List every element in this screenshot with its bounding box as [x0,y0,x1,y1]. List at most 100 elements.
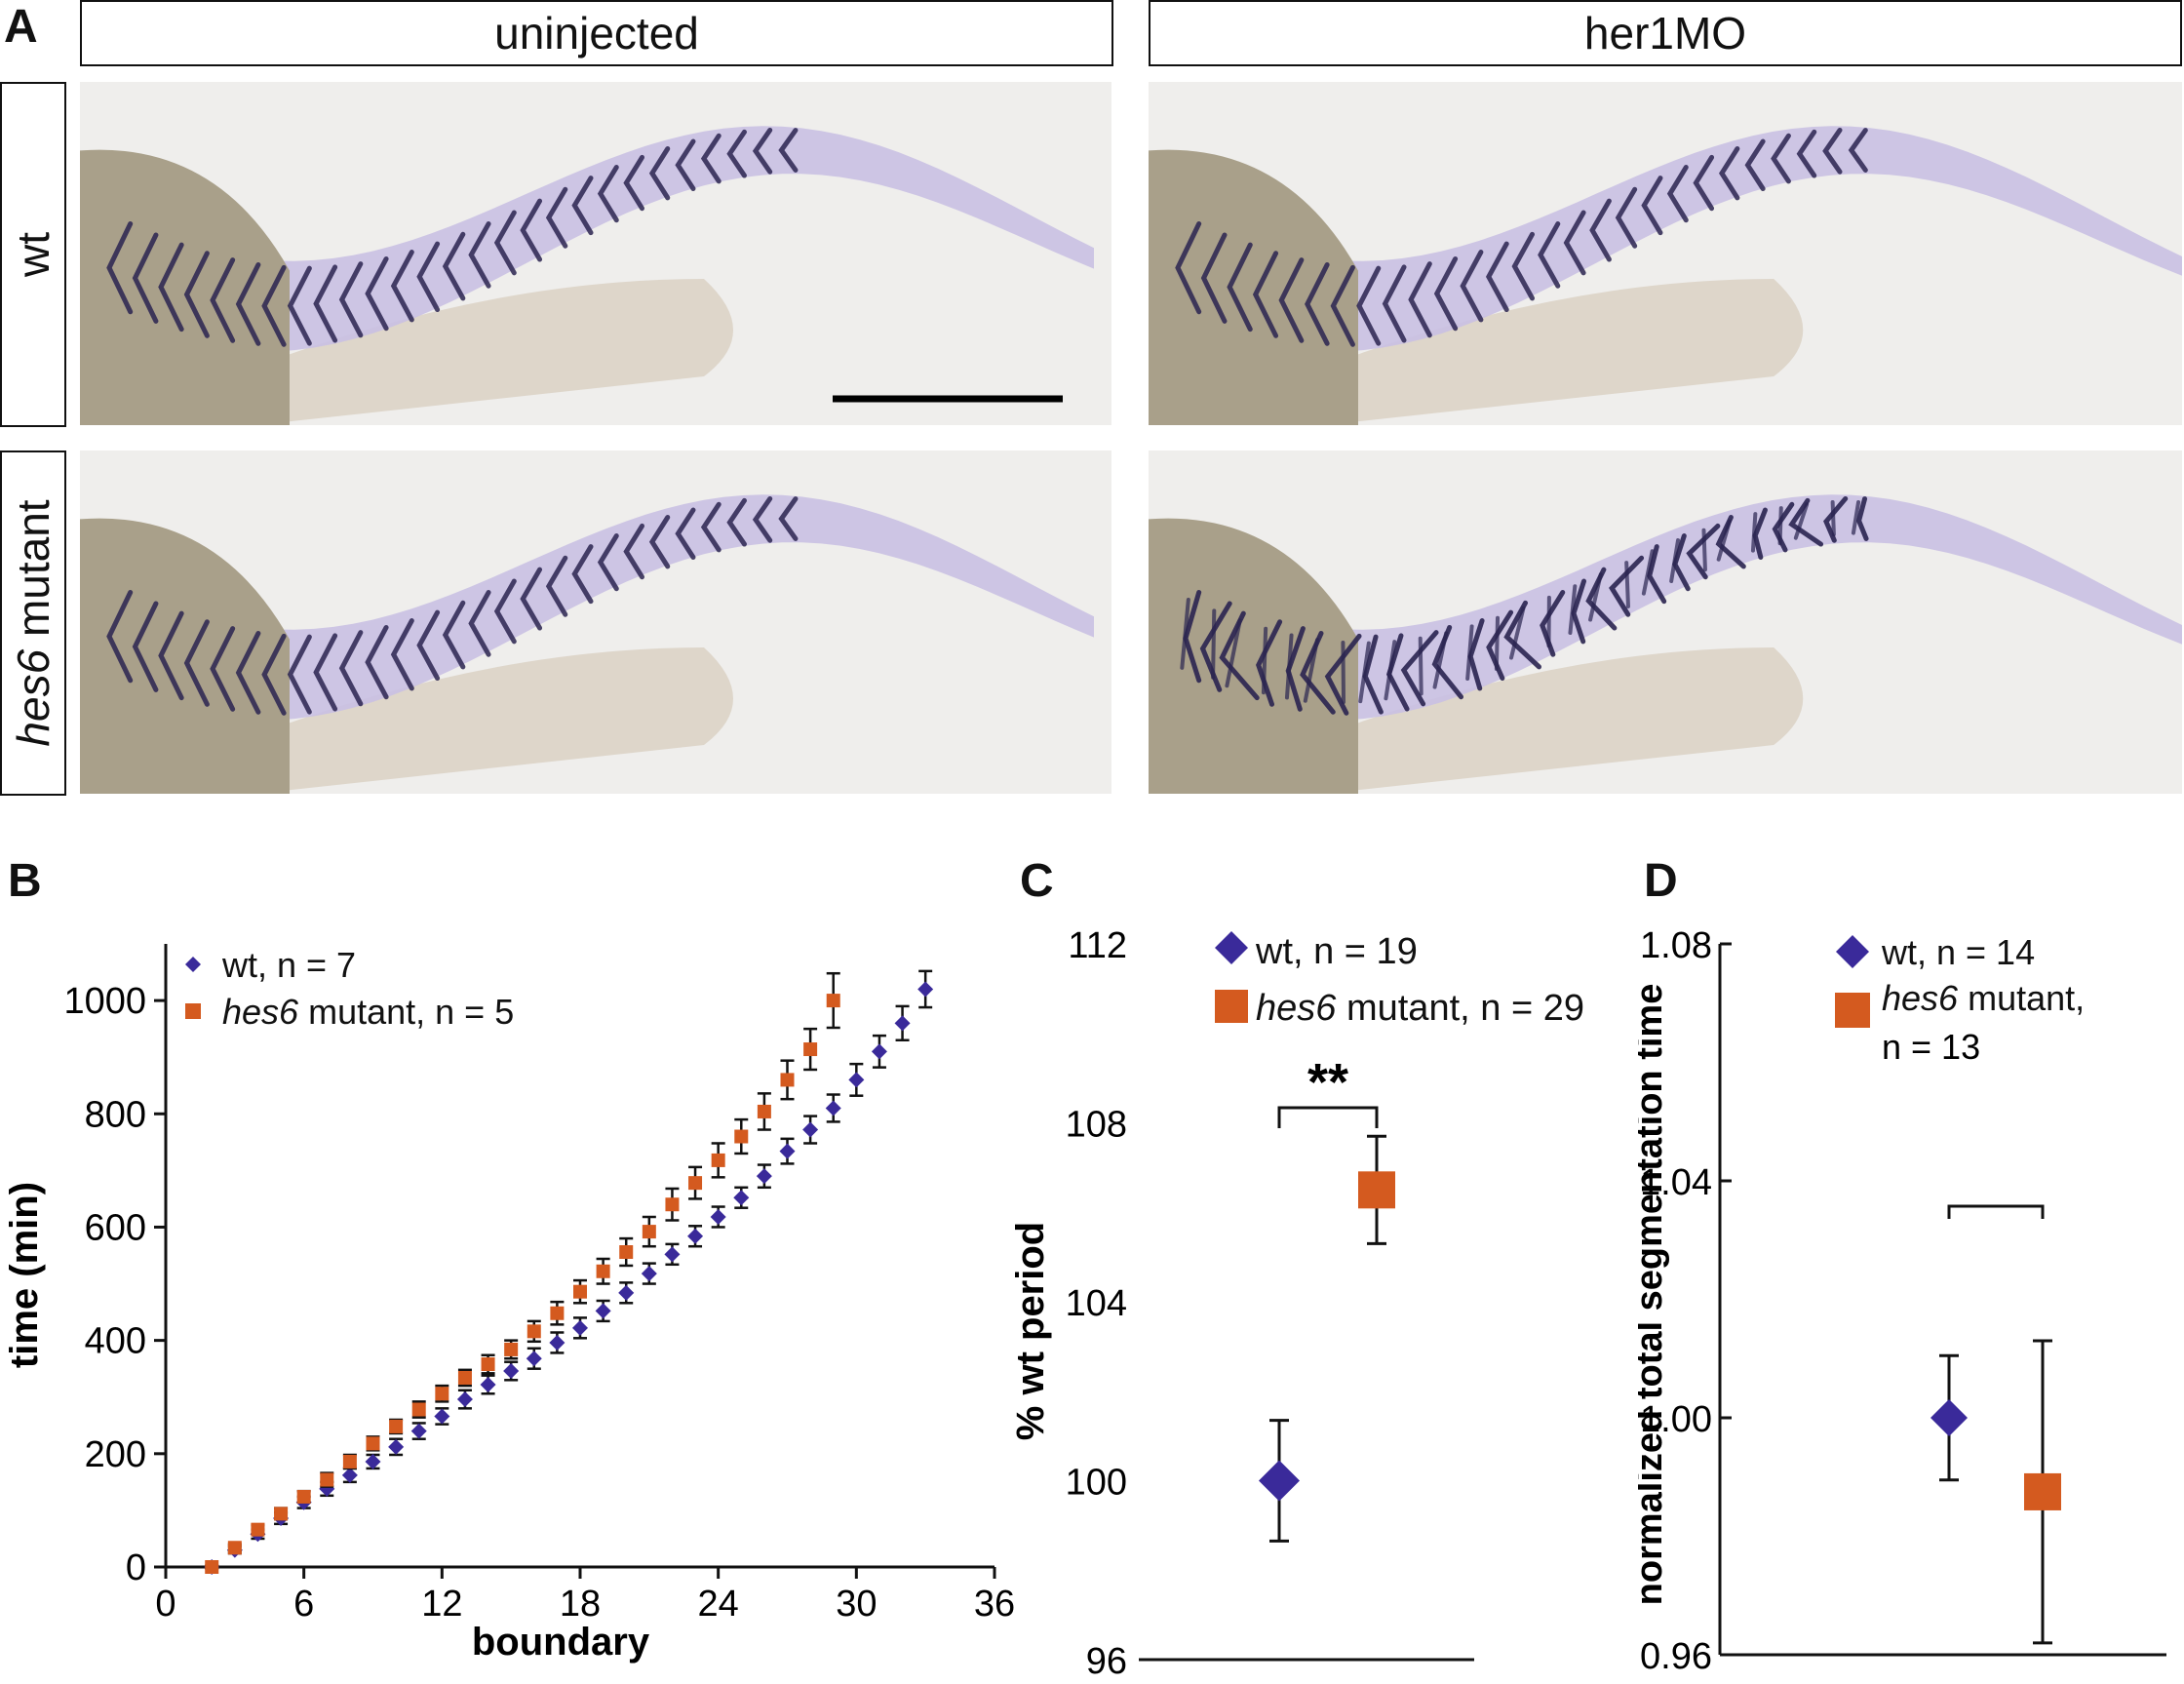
boundary-stripe [158,242,184,333]
data-point [641,1266,657,1282]
data-point [341,1467,358,1483]
boundary-stripe [416,609,441,682]
boundary-stripe [1485,241,1509,313]
boundary-stripe [1701,528,1707,572]
boundary-stripe [1744,138,1766,192]
boundary-stripe [1641,549,1655,596]
significance-stars: ** [1307,1053,1348,1112]
boundary-stripe [1716,519,1732,562]
boundary-stripe [545,555,568,617]
data-point [526,1351,542,1367]
boundary-stripe [338,261,364,338]
data-point [596,1264,610,1278]
boundary-stripe [416,241,441,313]
boundary-stripe [1432,631,1449,689]
boundary-stripe [132,601,159,692]
data-point [618,1284,635,1301]
chart-b-axes: 0 6 12 18 24 30 36 0 200 400 600 800 1000 boundary tim… [3,944,1015,1664]
series-wt [1259,1419,1300,1543]
boundary-stripe [752,495,773,543]
boundary-stripe [338,630,364,707]
boundary-stripe [1609,555,1645,617]
boundary-stripe [675,138,696,192]
data-point [665,1197,680,1212]
boundary-stripe [1384,640,1397,701]
data-point [503,1363,520,1380]
legend-marker-wt [1836,935,1869,968]
data-point [572,1319,588,1336]
boundary-stripe [778,496,799,541]
embryo-photo-mutant-uninjected [80,450,1112,794]
boundary-stripe [700,501,722,553]
embryo-body [1149,126,2182,352]
boundary-stripe [597,165,619,223]
boundary-stripe [1225,618,1242,688]
series-wt [204,969,934,1575]
legend-label-mutant-line2: n = 13 [1882,1027,1980,1067]
embryo-photo-wt-her1mo [1149,82,2182,425]
data-point [388,1438,405,1455]
boundary-stripe [1855,496,1869,541]
data-point [1930,1399,1968,1436]
boundary-stripe [726,129,747,178]
boundary-stripe [442,231,466,301]
data-point [619,1245,634,1260]
data-point [456,1391,473,1408]
legend-label-wt: wt, n = 19 [1255,931,1418,972]
data-point [504,1342,519,1356]
data-point [319,1480,335,1497]
boundary-stripe [675,507,696,561]
boundary-stripe [1494,615,1501,671]
boundary-stripe [158,610,184,701]
boundary-stripe [1200,232,1228,324]
boundary-stripe [520,567,543,631]
boundary-stripe [1303,638,1320,703]
boundary-stripe [1356,265,1382,346]
boundary-stripe [597,533,619,592]
boundary-stripe [1433,255,1459,332]
y-tick-label: 800 [85,1094,146,1135]
data-point [480,1376,496,1392]
chart-b: 0 6 12 18 24 30 36 0 200 400 600 800 1000 boundary tim… [3,944,1015,1664]
legend-marker-mutant [1835,993,1870,1028]
boundary-stripe [365,624,389,700]
legend-marker-mutant [185,1003,201,1019]
boundary-stripe [1261,626,1268,695]
boundary-stripe [778,128,799,173]
boundary-stripe [468,590,491,657]
boundary-stripe [1400,630,1439,707]
tail-bud-tissue [255,647,733,794]
y-tick-label: 0.96 [1640,1636,1712,1677]
boundary-stripe [1227,242,1253,333]
boundary-stripe [1538,221,1561,289]
x-tick-label: 6 [293,1584,314,1625]
data-point [481,1357,495,1372]
boundary-stripe [623,154,645,212]
boundary-stripe [726,497,747,547]
y-tick-label: 200 [85,1434,146,1475]
embryo-photo-wt-uninjected [80,82,1112,425]
y-tick-label: 108 [1066,1105,1127,1146]
legend-label-wt: wt, n = 14 [1881,932,2035,972]
boundary-stripe [235,261,261,346]
row-label-mutant-text: mutant [8,499,58,649]
data-point [780,1073,795,1087]
data-point [526,1324,541,1339]
boundary-stripe [1330,264,1355,347]
boundary-stripe [1641,176,1663,236]
legend-label-mutant: hes6 mutant, n = 5 [222,992,514,1032]
boundary-stripe [1511,231,1536,301]
data-point [457,1370,472,1385]
significance-bracket [1277,1106,1379,1128]
legend-label-wt: wt, n = 7 [221,945,356,985]
data-point [2024,1472,2061,1510]
boundary-stripe [571,176,594,236]
legend-label-mutant: hes6 mutant, [1882,978,2085,1018]
series-wt [1930,1353,1968,1482]
boundary-stripe [1669,538,1681,583]
boundary-stripe [1211,608,1217,680]
yolk [80,518,290,794]
data-point [1358,1171,1395,1209]
boundary-stripe [1615,186,1638,249]
boundary-stripe [1418,636,1424,696]
